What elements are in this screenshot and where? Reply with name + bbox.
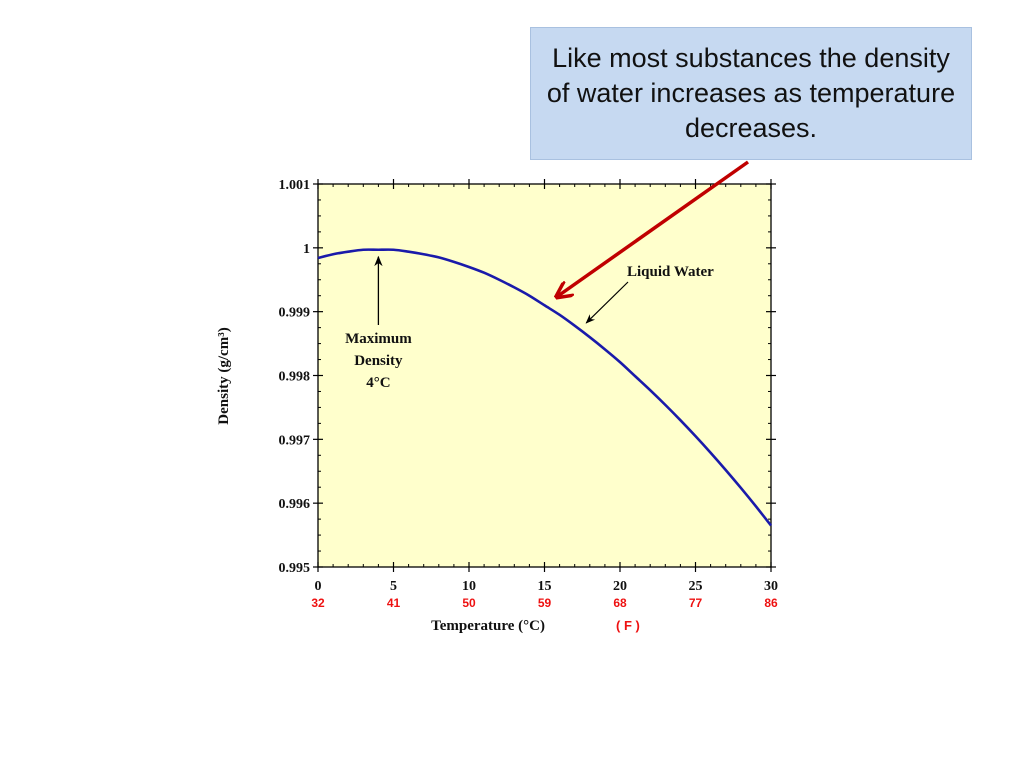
x-tick-label-fahrenheit: 86	[764, 596, 778, 610]
x-tick-label: 20	[613, 579, 627, 594]
y-tick-label: 0.998	[279, 370, 311, 385]
x-tick-label: 25	[689, 579, 703, 594]
y-tick-label: 0.995	[279, 561, 311, 576]
y-axis-label: Density (g/cm³)	[216, 327, 232, 424]
y-tick-label: 1	[303, 242, 310, 257]
y-tick-label: 0.996	[279, 497, 311, 512]
x-tick-label: 15	[538, 579, 552, 594]
plot-background	[317, 183, 772, 568]
liquid-water-label: Liquid Water	[627, 264, 714, 280]
callout-box: Like most substances the density of wate…	[530, 27, 972, 160]
x-tick-label-fahrenheit: 59	[538, 596, 552, 610]
max-density-label: Density	[354, 353, 403, 369]
x-tick-label: 0	[315, 579, 322, 594]
x-tick-label-fahrenheit: 68	[613, 596, 627, 610]
y-tick-label: 0.999	[279, 306, 311, 321]
callout-pointer-arrow	[558, 160, 750, 296]
x-tick-label: 5	[390, 579, 397, 594]
x-tick-label-fahrenheit: 77	[689, 596, 703, 610]
liquid-water-arrow	[585, 281, 629, 324]
callout-text: Like most substances the density of wate…	[546, 42, 956, 144]
y-tick-label: 1.001	[279, 178, 311, 193]
x-tick-label-fahrenheit: 32	[311, 596, 325, 610]
x-tick-label-fahrenheit: 50	[462, 596, 476, 610]
x-tick-label: 10	[462, 579, 476, 594]
x-axis-label-fahrenheit: ( F )	[616, 618, 640, 633]
x-tick-label: 30	[764, 579, 778, 594]
max-density-label: Maximum	[345, 331, 412, 347]
plot-area: 0.995 0.996 0.997 0.998 0.999 1 1.001 0 32 5 41 10 5…	[216, 160, 778, 634]
x-axis-label: Temperature (°C)	[431, 618, 545, 634]
max-density-label: 4°C	[366, 375, 390, 391]
x-tick-label-fahrenheit: 41	[387, 596, 401, 610]
y-tick-label: 0.997	[279, 433, 311, 448]
